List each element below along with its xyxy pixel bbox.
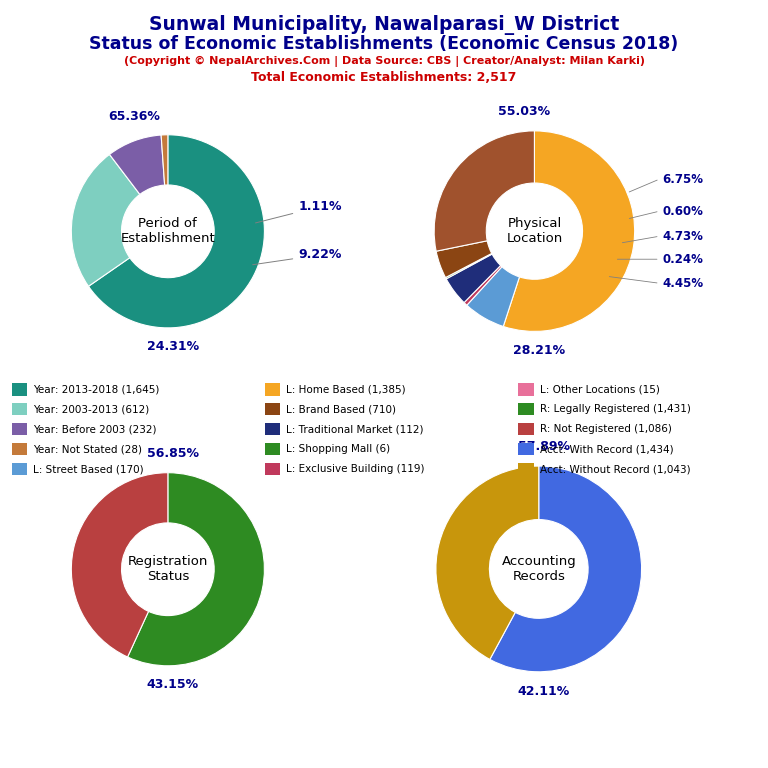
Text: 1.11%: 1.11% xyxy=(256,200,342,223)
Text: L: Home Based (1,385): L: Home Based (1,385) xyxy=(286,384,406,395)
Text: 0.60%: 0.60% xyxy=(663,204,703,217)
Wedge shape xyxy=(127,472,264,666)
Text: 4.45%: 4.45% xyxy=(663,276,703,290)
Text: 0.24%: 0.24% xyxy=(663,253,703,266)
Text: Year: Not Stated (28): Year: Not Stated (28) xyxy=(33,444,142,455)
Text: Status of Economic Establishments (Economic Census 2018): Status of Economic Establishments (Econo… xyxy=(89,35,679,52)
Text: L: Street Based (170): L: Street Based (170) xyxy=(33,464,144,475)
Wedge shape xyxy=(445,253,492,279)
Text: (Copyright © NepalArchives.Com | Data Source: CBS | Creator/Analyst: Milan Karki: (Copyright © NepalArchives.Com | Data So… xyxy=(124,56,644,67)
Text: Physical
Location: Physical Location xyxy=(506,217,562,245)
Text: 28.21%: 28.21% xyxy=(513,345,565,357)
Text: R: Not Registered (1,086): R: Not Registered (1,086) xyxy=(540,424,672,435)
Text: Year: 2003-2013 (612): Year: 2003-2013 (612) xyxy=(33,404,149,415)
Text: Year: 2013-2018 (1,645): Year: 2013-2018 (1,645) xyxy=(33,384,160,395)
Text: Acct: With Record (1,434): Acct: With Record (1,434) xyxy=(540,444,674,455)
Text: 42.11%: 42.11% xyxy=(518,685,570,698)
Text: 57.89%: 57.89% xyxy=(518,440,570,452)
Wedge shape xyxy=(71,154,140,286)
Text: 9.22%: 9.22% xyxy=(253,248,342,265)
Wedge shape xyxy=(464,266,502,305)
Wedge shape xyxy=(436,466,539,660)
Text: 4.73%: 4.73% xyxy=(663,230,703,243)
Text: 6.75%: 6.75% xyxy=(663,173,703,186)
Wedge shape xyxy=(446,254,501,303)
Wedge shape xyxy=(467,266,519,326)
Text: L: Exclusive Building (119): L: Exclusive Building (119) xyxy=(286,464,425,475)
Wedge shape xyxy=(490,466,641,672)
Text: L: Other Locations (15): L: Other Locations (15) xyxy=(540,384,660,395)
Wedge shape xyxy=(161,135,168,185)
Wedge shape xyxy=(88,135,264,328)
Wedge shape xyxy=(110,135,164,194)
Text: Sunwal Municipality, Nawalparasi_W District: Sunwal Municipality, Nawalparasi_W Distr… xyxy=(149,15,619,35)
Text: 55.03%: 55.03% xyxy=(498,105,551,118)
Text: Accounting
Records: Accounting Records xyxy=(502,555,576,583)
Text: R: Legally Registered (1,431): R: Legally Registered (1,431) xyxy=(540,404,690,415)
Text: 24.31%: 24.31% xyxy=(147,340,199,353)
Text: Acct: Without Record (1,043): Acct: Without Record (1,043) xyxy=(540,464,690,475)
Wedge shape xyxy=(71,472,168,657)
Text: L: Traditional Market (112): L: Traditional Market (112) xyxy=(286,424,424,435)
Text: L: Shopping Mall (6): L: Shopping Mall (6) xyxy=(286,444,391,455)
Wedge shape xyxy=(436,241,492,277)
Text: 43.15%: 43.15% xyxy=(147,678,199,691)
Text: 65.36%: 65.36% xyxy=(108,110,160,123)
Text: 56.85%: 56.85% xyxy=(147,447,199,460)
Wedge shape xyxy=(503,131,634,332)
Text: Year: Before 2003 (232): Year: Before 2003 (232) xyxy=(33,424,157,435)
Text: Registration
Status: Registration Status xyxy=(127,555,208,583)
Text: Period of
Establishment: Period of Establishment xyxy=(121,217,215,245)
Text: Total Economic Establishments: 2,517: Total Economic Establishments: 2,517 xyxy=(251,71,517,84)
Text: L: Brand Based (710): L: Brand Based (710) xyxy=(286,404,396,415)
Wedge shape xyxy=(434,131,535,251)
